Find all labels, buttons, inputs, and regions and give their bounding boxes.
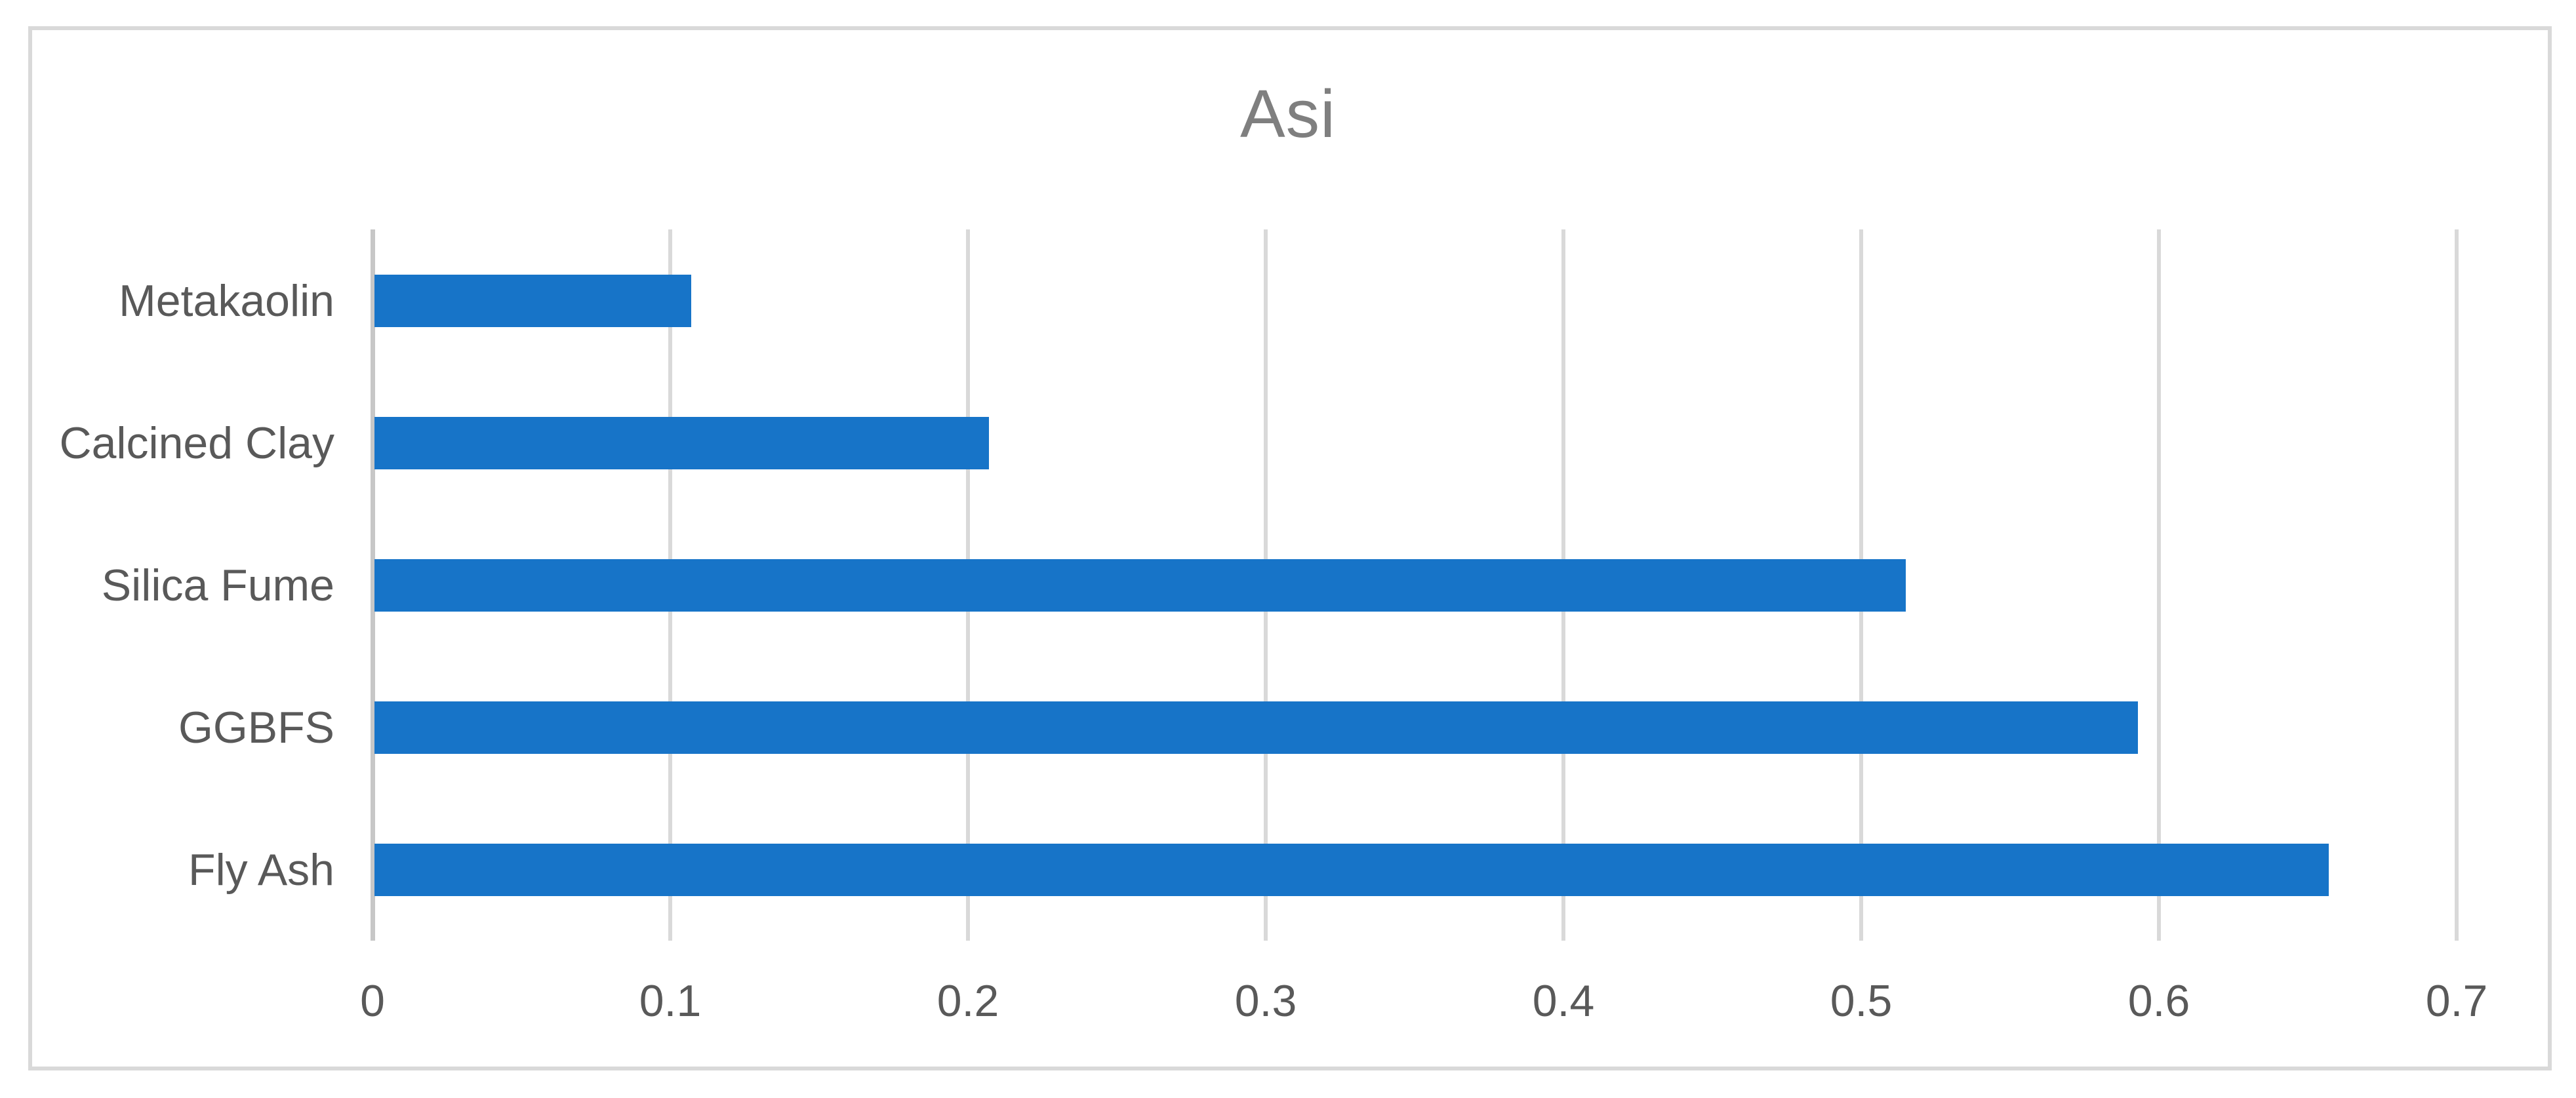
bar-calcined-clay (374, 416, 989, 469)
x-tick-label: 0.3 (1234, 976, 1297, 1026)
x-tick-label: 0.1 (639, 976, 702, 1026)
gridline (2455, 229, 2459, 941)
chart-frame (28, 26, 2552, 1070)
bar-metakaolin (374, 274, 691, 327)
x-tick-label: 0.6 (2127, 976, 2190, 1026)
x-tick-label: 0.5 (1830, 976, 1893, 1026)
x-tick-label: 0.7 (2425, 976, 2488, 1026)
bar-ggbfs (374, 701, 2139, 754)
category-label-calcined-clay: Calcined Clay (59, 418, 334, 468)
x-tick-label: 0.4 (1532, 976, 1595, 1026)
x-tick-label: 0 (360, 976, 385, 1026)
bar-silica-fume (374, 559, 1906, 612)
chart-title: Asi (1239, 76, 1337, 151)
gridline (2157, 229, 2161, 941)
category-label-ggbfs: GGBFS (178, 702, 334, 753)
category-axis-line (370, 229, 375, 941)
category-label-silica-fume: Silica Fume (101, 560, 334, 610)
category-label-fly-ash: Fly Ash (188, 844, 334, 895)
category-label-metakaolin: Metakaolin (119, 275, 334, 326)
x-tick-label: 0.2 (936, 976, 999, 1026)
bar-fly-ash (374, 843, 2329, 896)
